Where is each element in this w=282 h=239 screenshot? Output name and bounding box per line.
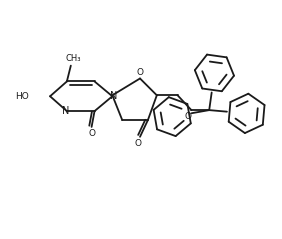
Text: CH₃: CH₃ — [65, 54, 81, 63]
Text: HO: HO — [16, 92, 29, 101]
Text: O: O — [185, 112, 192, 120]
Text: N: N — [110, 91, 117, 101]
Text: O: O — [136, 68, 144, 77]
Text: O: O — [88, 129, 95, 138]
Text: N: N — [62, 106, 70, 116]
Text: O: O — [135, 139, 142, 148]
